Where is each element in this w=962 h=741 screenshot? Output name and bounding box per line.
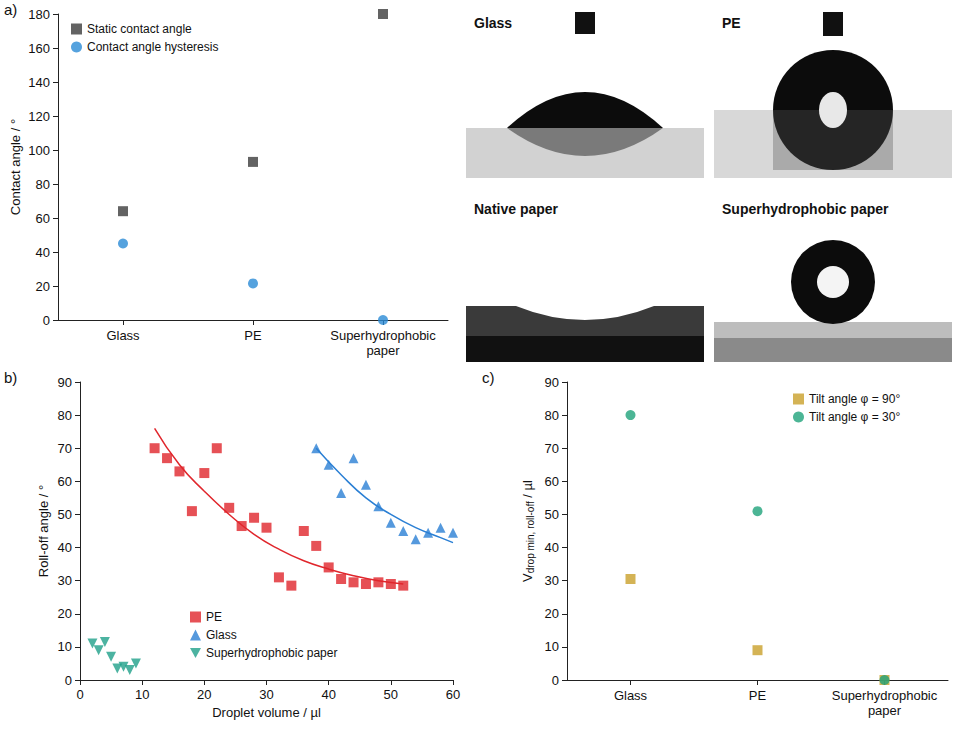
svg-text:Contact angle / °: Contact angle / ° <box>8 119 23 215</box>
svg-text:Superhydrophobic: Superhydrophobic <box>832 688 938 703</box>
svg-text:30: 30 <box>58 573 72 588</box>
svg-text:c): c) <box>482 369 495 386</box>
svg-text:20: 20 <box>545 606 559 621</box>
svg-text:Glass: Glass <box>206 628 237 642</box>
svg-text:Superhydrophobic paper: Superhydrophobic paper <box>722 201 889 217</box>
svg-text:Tilt angle φ = 90°: Tilt angle φ = 90° <box>809 392 900 406</box>
svg-text:V: V <box>520 573 535 582</box>
svg-text:Roll-off angle / °: Roll-off angle / ° <box>36 485 51 577</box>
svg-text:90: 90 <box>58 375 72 390</box>
svg-text:60: 60 <box>58 474 72 489</box>
svg-text:20: 20 <box>58 606 72 621</box>
svg-text:40: 40 <box>545 540 559 555</box>
svg-text:PE: PE <box>244 328 262 343</box>
svg-text:b): b) <box>4 369 17 386</box>
svg-text:180: 180 <box>28 7 50 22</box>
svg-text:Native paper: Native paper <box>474 201 559 217</box>
svg-text:0: 0 <box>552 673 559 688</box>
svg-text:a): a) <box>4 1 17 18</box>
svg-text:Contact angle hysteresis: Contact angle hysteresis <box>87 40 218 54</box>
svg-text:30: 30 <box>545 573 559 588</box>
svg-text:40: 40 <box>321 687 335 702</box>
svg-text:70: 70 <box>545 441 559 456</box>
svg-text:paper: paper <box>366 343 400 358</box>
svg-text:60: 60 <box>36 211 50 226</box>
svg-text:0: 0 <box>76 687 83 702</box>
svg-text:120: 120 <box>28 109 50 124</box>
svg-text:PE: PE <box>722 15 741 31</box>
svg-text:90: 90 <box>545 375 559 390</box>
svg-text:80: 80 <box>36 177 50 192</box>
svg-text:30: 30 <box>259 687 273 702</box>
svg-text:PE: PE <box>749 688 767 703</box>
svg-text:50: 50 <box>384 687 398 702</box>
svg-text:paper: paper <box>868 703 902 718</box>
svg-text:/ µl: / µl <box>520 480 535 501</box>
svg-text:40: 40 <box>58 540 72 555</box>
svg-text:Glass: Glass <box>106 328 140 343</box>
svg-text:drop min, roll-off: drop min, roll-off <box>525 501 536 573</box>
svg-text:60: 60 <box>446 687 460 702</box>
svg-text:160: 160 <box>28 41 50 56</box>
svg-text:50: 50 <box>545 507 559 522</box>
svg-text:80: 80 <box>58 408 72 423</box>
svg-text:10: 10 <box>135 687 149 702</box>
svg-text:10: 10 <box>58 639 72 654</box>
svg-text:0: 0 <box>65 673 72 688</box>
svg-text:Static contact angle: Static contact angle <box>87 22 192 36</box>
svg-text:Glass: Glass <box>614 688 648 703</box>
svg-text:0: 0 <box>43 313 50 328</box>
svg-text:PE: PE <box>206 610 222 624</box>
svg-text:Superhydrophobic paper: Superhydrophobic paper <box>206 646 337 660</box>
svg-text:Droplet volume / µl: Droplet volume / µl <box>212 705 321 720</box>
svg-text:140: 140 <box>28 75 50 90</box>
svg-text:100: 100 <box>28 143 50 158</box>
svg-text:50: 50 <box>58 507 72 522</box>
svg-text:40: 40 <box>36 245 50 260</box>
svg-text:10: 10 <box>545 639 559 654</box>
svg-text:70: 70 <box>58 441 72 456</box>
svg-text:20: 20 <box>197 687 211 702</box>
svg-text:20: 20 <box>36 279 50 294</box>
svg-text:60: 60 <box>545 474 559 489</box>
svg-text:Glass: Glass <box>474 15 512 31</box>
svg-text:Tilt angle φ = 30°: Tilt angle φ = 30° <box>809 410 900 424</box>
svg-text:80: 80 <box>545 408 559 423</box>
svg-text:Superhydrophobic: Superhydrophobic <box>330 328 436 343</box>
